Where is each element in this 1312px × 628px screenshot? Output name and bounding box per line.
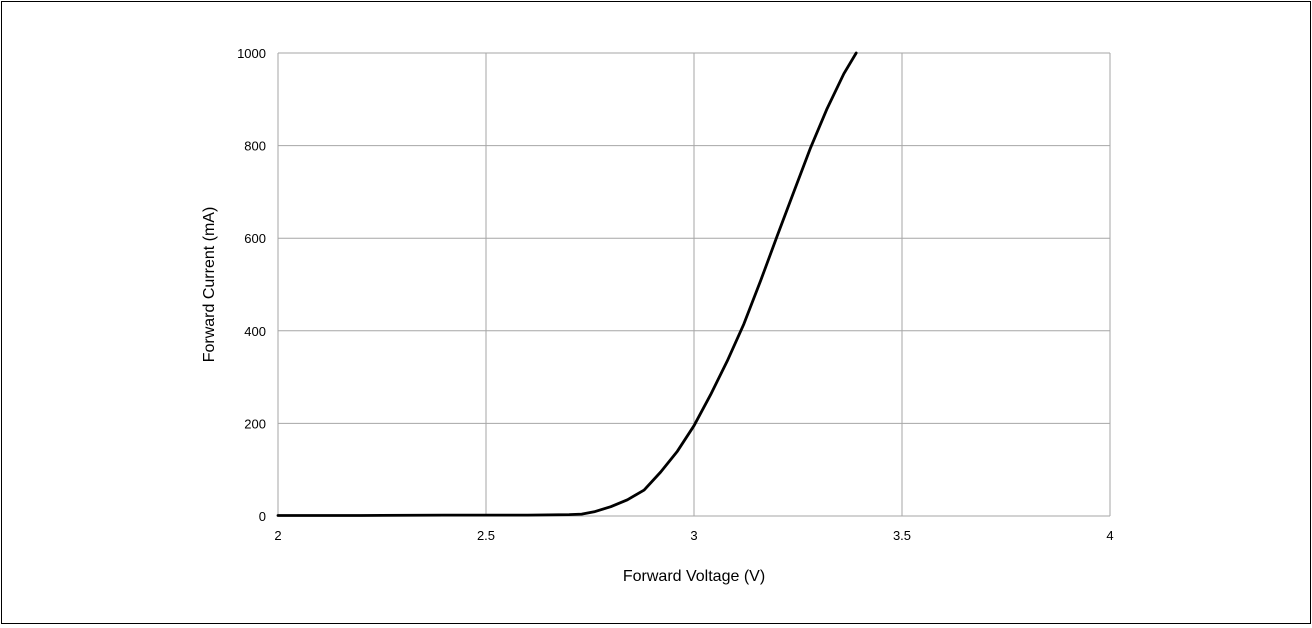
x-tick-label: 4 — [1106, 528, 1113, 543]
x-axis-label: Forward Voltage (V) — [623, 568, 765, 585]
grid-lines — [277, 52, 1111, 517]
iv-curve-line — [276, 51, 858, 517]
y-tick-label: 0 — [259, 509, 266, 524]
y-tick-label: 800 — [244, 139, 266, 154]
y-tick-label: 200 — [244, 416, 266, 431]
y-tick-label: 400 — [244, 324, 266, 339]
x-tick-label: 3.5 — [893, 528, 911, 543]
x-tick-label: 2.5 — [477, 528, 495, 543]
x-tick-label: 3 — [690, 528, 697, 543]
tick-labels: 2 2.5 3 3.5 4 0 200 400 600 800 1000 — [237, 46, 1114, 543]
y-tick-label: 600 — [244, 231, 266, 246]
x-tick-label: 2 — [274, 528, 281, 543]
y-axis-label: Forward Current (mA) — [201, 207, 218, 363]
y-tick-label: 1000 — [237, 46, 266, 61]
